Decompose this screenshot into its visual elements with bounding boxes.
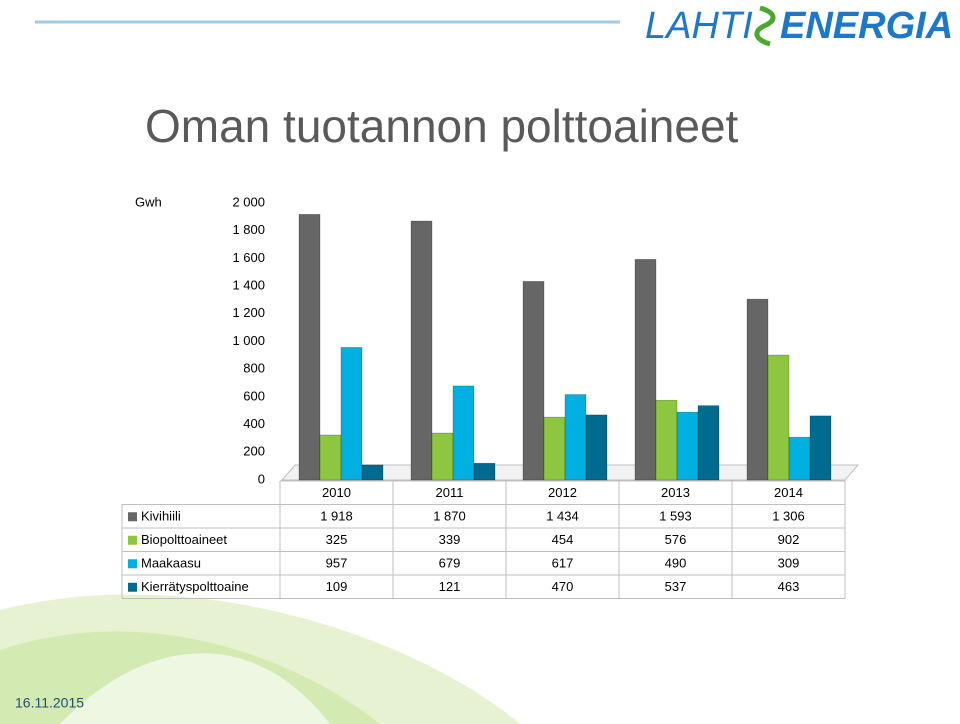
- x-tick-label: 2012: [548, 485, 577, 500]
- y-tick-label: 800: [243, 361, 265, 376]
- bar: [746, 298, 769, 481]
- bar: [564, 394, 587, 481]
- logo-left: LAHTI: [645, 5, 753, 47]
- table-value: 1 434: [546, 509, 579, 524]
- table-value: 463: [778, 579, 800, 594]
- legend-swatch: [128, 535, 137, 545]
- table-value: 339: [439, 532, 461, 547]
- bar: [543, 416, 566, 481]
- bar: [634, 259, 657, 481]
- table-value: 121: [439, 579, 461, 594]
- y-tick-label: 0: [258, 471, 265, 486]
- bar: [340, 347, 363, 481]
- table-value: 902: [778, 532, 800, 547]
- bar: [473, 462, 496, 481]
- legend-label: Kivihiili: [141, 509, 181, 524]
- y-tick-label: 200: [243, 444, 265, 459]
- bar: [767, 354, 790, 481]
- x-tick-label: 2010: [322, 485, 351, 500]
- y-tick-label: 1 400: [232, 278, 265, 293]
- x-tick-label: 2014: [774, 485, 803, 500]
- legend-swatch: [128, 582, 137, 592]
- bar: [697, 405, 720, 481]
- table-value: 309: [778, 556, 800, 571]
- table-value: 1 918: [320, 509, 353, 524]
- table-value: 1 870: [433, 509, 466, 524]
- legend-swatch: [128, 559, 137, 569]
- table-value: 490: [665, 556, 687, 571]
- logo-icon: [754, 5, 776, 47]
- table-value: 576: [665, 532, 687, 547]
- y-tick-label: 1 000: [232, 333, 265, 348]
- bar: [788, 436, 811, 481]
- table-value: 470: [552, 579, 574, 594]
- x-tick-label: 2013: [661, 485, 690, 500]
- background-wave: [60, 653, 330, 724]
- legend-label: Biopolttoaineet: [141, 532, 227, 547]
- logo-right: ENERGIA: [780, 5, 953, 47]
- table-value: 1 593: [659, 509, 692, 524]
- table-value: 537: [665, 579, 687, 594]
- bar: [298, 214, 321, 481]
- legend-label: Kierrätyspolttoaine: [141, 579, 249, 594]
- table-value: 454: [552, 532, 574, 547]
- legend-label: Maakaasu: [141, 556, 201, 571]
- y-tick-label: 400: [243, 416, 265, 431]
- table-value: 1 306: [772, 509, 805, 524]
- bar: [410, 220, 433, 481]
- x-tick-label: 2011: [436, 485, 464, 500]
- chart-title: Oman tuotannon polttoaineet: [145, 100, 739, 152]
- bar: [676, 411, 699, 481]
- y-tick-label: 1 600: [232, 250, 265, 265]
- bar: [809, 415, 832, 481]
- y-tick-label: 1 800: [232, 222, 265, 237]
- legend-swatch: [128, 512, 137, 522]
- bar: [655, 399, 678, 481]
- table-value: 617: [552, 556, 574, 571]
- table-value: 957: [326, 556, 348, 571]
- y-axis-label: Gwh: [135, 194, 162, 209]
- table-value: 679: [439, 556, 461, 571]
- bar: [319, 434, 342, 481]
- table-value: 325: [326, 532, 348, 547]
- bar: [585, 414, 608, 481]
- bar: [452, 385, 475, 481]
- bar: [431, 432, 454, 481]
- table-value: 109: [326, 579, 348, 594]
- bar: [522, 281, 545, 481]
- date: 16.11.2015: [15, 695, 84, 711]
- y-tick-label: 2 000: [232, 194, 265, 209]
- y-tick-label: 1 200: [232, 305, 265, 320]
- bar: [361, 464, 384, 481]
- y-tick-label: 600: [243, 388, 265, 403]
